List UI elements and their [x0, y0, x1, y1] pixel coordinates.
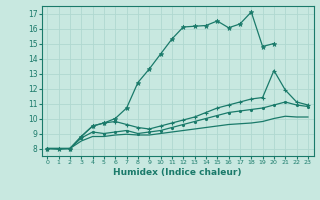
X-axis label: Humidex (Indice chaleur): Humidex (Indice chaleur)	[113, 168, 242, 177]
